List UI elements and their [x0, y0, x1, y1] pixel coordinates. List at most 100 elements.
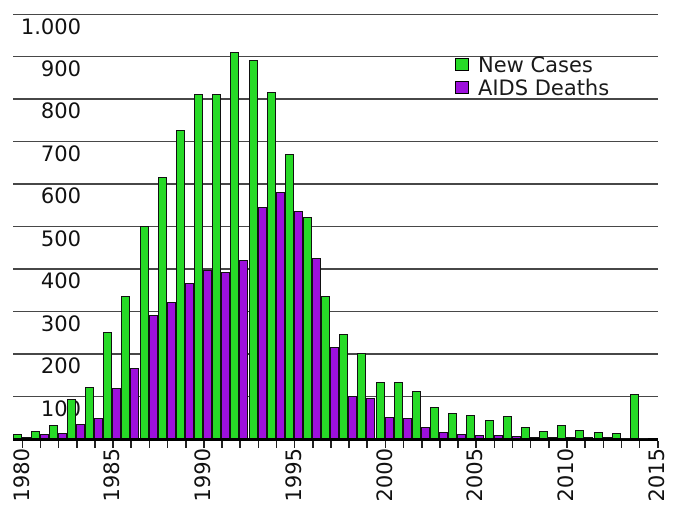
- y-axis-label-400: 400: [40, 269, 81, 294]
- bar-aids-deaths-1988: [166, 302, 176, 438]
- y-axis-label-300: 300: [40, 311, 81, 336]
- gridline-600: [13, 183, 658, 185]
- y-axis-label-900: 900: [40, 56, 81, 81]
- x-tick-2001: [402, 440, 405, 448]
- x-tick-1996: [312, 440, 314, 448]
- bar-new-cases-1988: [157, 176, 167, 438]
- bar-aids-deaths-1983: [75, 423, 85, 438]
- bar-aids-deaths-1982: [57, 432, 67, 438]
- x-tick-1988: [166, 440, 169, 448]
- plot-area: 1.000 900 800 700 600 500 400 300 200 100 1980 1985…: [10, 0, 669, 512]
- bar-new-cases-2012: [593, 432, 603, 438]
- x-tick-2012: [602, 440, 605, 448]
- x-tick-1995: [293, 440, 296, 448]
- bar-new-cases-2001: [393, 381, 403, 438]
- bar-aids-deaths-2001: [402, 417, 412, 438]
- x-axis-label-text-2000: 2000: [372, 448, 397, 502]
- y-axis-label-500: 500: [40, 226, 81, 251]
- bar-new-cases-2011: [575, 429, 585, 438]
- x-tick-2009: [548, 440, 550, 448]
- x-axis-label-text-1995: 1995: [281, 448, 306, 502]
- bar-new-cases-2008: [520, 426, 530, 438]
- x-axis-label-text-1990: 1990: [191, 448, 216, 502]
- x-tick-1985: [112, 440, 114, 448]
- x-tick-2010: [566, 440, 568, 448]
- bar-aids-deaths-1992: [239, 259, 249, 438]
- y-axis-label-700: 700: [40, 141, 81, 166]
- gridline-1000: [13, 13, 658, 15]
- x-tick-1994: [275, 440, 278, 448]
- x-tick-1999: [366, 440, 369, 448]
- x-axis-label-text-2015: 2015: [644, 448, 669, 502]
- y-axis-label-1000: 1.000: [20, 14, 81, 39]
- x-tick-2000: [384, 440, 387, 448]
- bar-aids-deaths-2010: [566, 437, 576, 439]
- bar-new-cases-1981: [30, 430, 40, 438]
- bar-aids-deaths-2009: [548, 436, 558, 438]
- bar-new-cases-1987: [139, 225, 149, 438]
- bar-aids-deaths-1997: [330, 346, 340, 438]
- bar-aids-deaths-2003: [439, 431, 449, 438]
- bar-new-cases-1996: [303, 217, 312, 438]
- bar-aids-deaths-1989: [184, 283, 194, 438]
- bar-new-cases-1997: [321, 295, 331, 438]
- bar-aids-deaths-1984: [94, 418, 104, 438]
- legend-label-new-cases: New Cases: [478, 52, 593, 77]
- bar-aids-deaths-2012: [602, 437, 612, 439]
- legend: New Cases AIDS Deaths: [455, 53, 609, 99]
- bar-aids-deaths-2006: [493, 435, 503, 438]
- bar-new-cases-2007: [502, 415, 512, 438]
- bar-aids-deaths-1980: [21, 436, 31, 438]
- bar-new-cases-2000: [375, 381, 385, 438]
- x-tick-1990: [203, 440, 205, 448]
- x-axis-label-text-1985: 1985: [100, 448, 125, 502]
- y-axis-label-800: 800: [40, 99, 81, 124]
- legend-label-aids-deaths: AIDS Deaths: [478, 75, 610, 100]
- x-axis-label-text-2005: 2005: [463, 448, 488, 502]
- x-tick-2014: [638, 440, 641, 448]
- bar-new-cases-2002: [411, 391, 421, 438]
- bar-aids-deaths-1986: [130, 367, 140, 438]
- gridline-700: [13, 140, 658, 143]
- bar-aids-deaths-2008: [529, 436, 539, 438]
- x-tick-1980: [21, 440, 24, 448]
- bar-new-cases-2013: [611, 432, 621, 438]
- bar-aids-deaths-2013: [620, 437, 630, 439]
- new-cases-swatch-icon: [455, 58, 469, 71]
- x-tick-2015: [656, 440, 659, 448]
- x-tick-1984: [94, 440, 96, 448]
- x-tick-2006: [493, 440, 496, 448]
- y-axis-label-600: 600: [40, 184, 81, 209]
- bar-aids-deaths-2007: [511, 435, 521, 438]
- bar-aids-deaths-1995: [293, 210, 303, 438]
- bar-aids-deaths-2011: [584, 437, 594, 439]
- y-axis-label-200: 200: [40, 354, 81, 379]
- bar-new-cases-1992: [230, 51, 240, 438]
- x-tick-1981: [39, 440, 42, 448]
- x-tick-2007: [511, 440, 514, 448]
- x-tick-2003: [439, 440, 441, 448]
- bar-aids-deaths-1987: [148, 314, 158, 438]
- gridline-500: [13, 225, 658, 228]
- x-tick-2002: [420, 440, 423, 448]
- bar-aids-deaths-2002: [420, 426, 430, 438]
- gridline-300: [13, 310, 658, 313]
- bar-new-cases-2005: [466, 414, 476, 438]
- x-tick-1983: [75, 440, 78, 448]
- x-tick-1989: [184, 440, 187, 448]
- gridline-800: [13, 98, 658, 100]
- bar-new-cases-1999: [357, 353, 367, 438]
- bar-aids-deaths-2004: [457, 433, 467, 438]
- x-tick-1986: [130, 440, 133, 448]
- bar-aids-deaths-2005: [475, 434, 485, 438]
- x-tick-2004: [457, 440, 459, 448]
- bar-aids-deaths-2000: [384, 416, 394, 438]
- gridline-400: [13, 268, 658, 270]
- bar-aids-deaths-1993: [257, 206, 267, 438]
- bar-aids-deaths-1991: [221, 272, 231, 438]
- bar-aids-deaths-1990: [203, 270, 213, 438]
- bar-aids-deaths-1999: [366, 397, 376, 438]
- x-tick-1998: [348, 440, 350, 448]
- x-tick-1982: [57, 440, 60, 448]
